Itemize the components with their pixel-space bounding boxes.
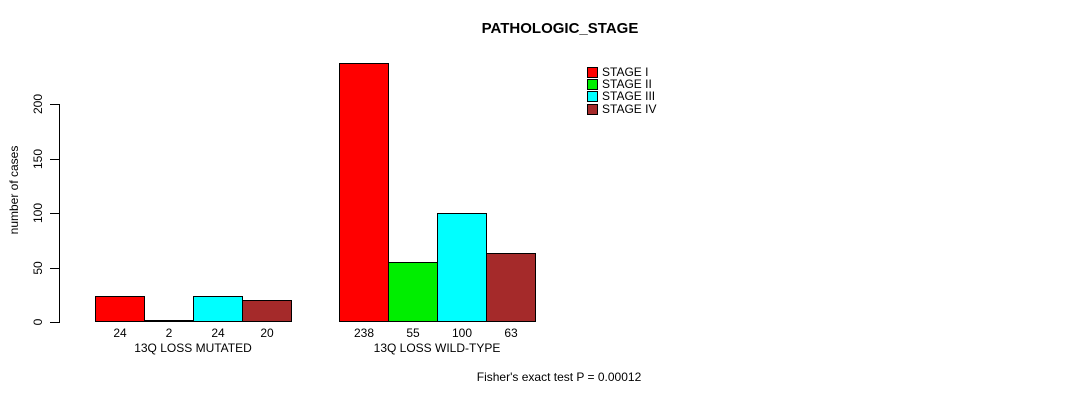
legend-item-stage-iv: STAGE IV bbox=[587, 101, 657, 116]
bar-value-stage-i-13q-loss-mutated: 24 bbox=[113, 326, 127, 340]
bar-stage-i-13q-loss-mutated bbox=[95, 296, 145, 322]
y-tick-50 bbox=[50, 267, 59, 269]
y-tick-label-50: 50 bbox=[31, 260, 45, 275]
legend-swatch-stage-ii bbox=[587, 79, 598, 91]
bar-stage-iii-13q-loss-mutated bbox=[193, 296, 243, 322]
legend-label-stage-iv: STAGE IV bbox=[602, 101, 657, 116]
legend-item-stage-iii: STAGE III bbox=[587, 89, 656, 104]
y-tick-label-100: 100 bbox=[31, 202, 45, 224]
bar-stage-iii-13q-loss-wild-type bbox=[437, 213, 487, 322]
legend-label-stage-i: STAGE I bbox=[602, 65, 649, 79]
bar-value-stage-iv-13q-loss-mutated: 20 bbox=[260, 326, 274, 340]
legend-swatch-stage-i bbox=[587, 67, 598, 78]
chart-title: PATHOLOGIC_STAGE bbox=[481, 20, 639, 37]
y-tick-0 bbox=[50, 322, 59, 323]
bar-value-stage-iv-13q-loss-wild-type: 63 bbox=[504, 326, 518, 340]
bar-value-stage-ii-13q-loss-wild-type: 55 bbox=[406, 326, 420, 340]
legend-swatch-stage-iii bbox=[587, 91, 598, 103]
legend-label-stage-iii: STAGE III bbox=[602, 89, 656, 104]
category-label-13q-loss-wild-type: 13Q LOSS WILD-TYPE bbox=[373, 341, 501, 355]
legend-item-stage-ii: STAGE II bbox=[587, 77, 652, 92]
bar-value-stage-iii-13q-loss-wild-type: 100 bbox=[451, 326, 473, 340]
y-tick-label-0: 0 bbox=[31, 318, 45, 326]
bar-stage-i-13q-loss-wild-type bbox=[339, 63, 389, 322]
bar-stage-iv-13q-loss-mutated bbox=[242, 300, 292, 322]
y-tick-100 bbox=[50, 213, 59, 214]
y-tick-200 bbox=[50, 104, 59, 105]
bar-value-stage-iii-13q-loss-mutated: 24 bbox=[211, 326, 225, 340]
legend-item-stage-i: STAGE I bbox=[587, 65, 649, 79]
bar-stage-ii-13q-loss-mutated bbox=[144, 320, 194, 322]
caption-fisher-test: Fisher's exact test P = 0.00012 bbox=[476, 370, 642, 384]
bar-value-stage-i-13q-loss-wild-type: 238 bbox=[353, 326, 375, 340]
y-tick-150 bbox=[50, 158, 59, 160]
y-axis-line bbox=[59, 104, 60, 323]
y-tick-label-200: 200 bbox=[31, 93, 45, 115]
category-label-13q-loss-mutated: 13Q LOSS MUTATED bbox=[134, 341, 252, 355]
bar-stage-iv-13q-loss-wild-type bbox=[486, 253, 536, 322]
bar-value-stage-ii-13q-loss-mutated: 2 bbox=[165, 326, 173, 340]
y-axis-title: number of cases bbox=[7, 145, 21, 235]
y-tick-label-150: 150 bbox=[31, 148, 45, 169]
legend-swatch-stage-iv bbox=[587, 103, 598, 115]
legend-label-stage-ii: STAGE II bbox=[602, 77, 652, 92]
bar-stage-ii-13q-loss-wild-type bbox=[388, 262, 438, 322]
